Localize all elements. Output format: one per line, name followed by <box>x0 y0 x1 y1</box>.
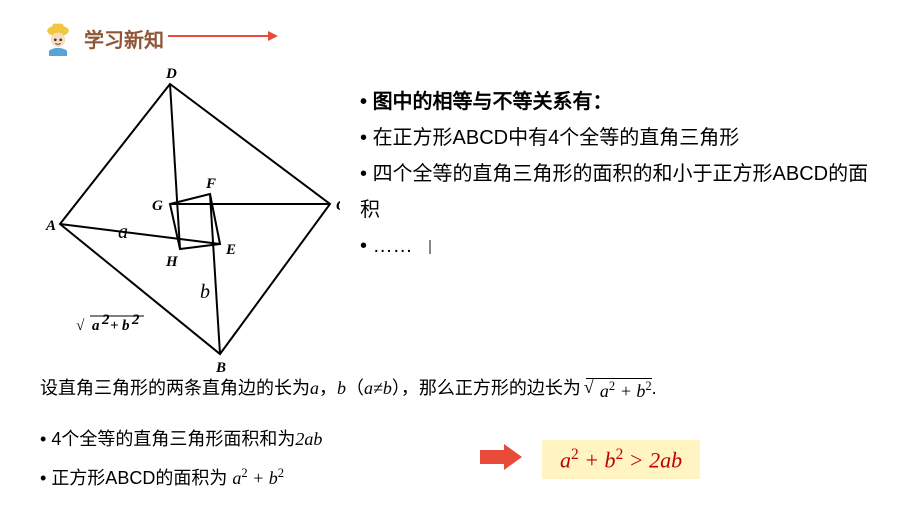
bullet-list: 图中的相等与不等关系有： 在正方形ABCD中有4个全等的直角三角形 四个全等的直… <box>360 64 880 264</box>
inequality-highlight: a2 + b2 > 2ab <box>542 440 700 479</box>
sub-bullet-2: 正方形ABCD的面积为 a2 + b2 <box>40 459 460 499</box>
conclusion-left: 4个全等的直角三角形面积和为2ab 正方形ABCD的面积为 a2 + b2 <box>40 420 460 499</box>
svg-text:2: 2 <box>131 312 140 328</box>
side-a-label: a <box>118 221 128 243</box>
implies-arrow-icon <box>478 442 524 477</box>
top-row: A B C D E F G H a b √ a 2 + b 2 图中的相等与不等… <box>40 64 880 364</box>
label-D: D <box>165 66 177 82</box>
label-H: H <box>165 254 179 270</box>
text-cursor <box>429 240 431 254</box>
svg-text:b: b <box>122 318 130 334</box>
label-F: F <box>205 176 216 192</box>
side-b-label: b <box>200 281 210 303</box>
conclusion-row: 4个全等的直角三角形面积和为2ab 正方形ABCD的面积为 a2 + b2 a2… <box>40 420 880 499</box>
svg-text:2: 2 <box>101 312 110 328</box>
label-B: B <box>215 360 226 376</box>
geometry-diagram: A B C D E F G H a b √ a 2 + b 2 <box>40 64 340 364</box>
arrow-right-icon <box>168 29 278 48</box>
bullet-main: 图中的相等与不等关系有： <box>360 84 880 120</box>
bullet-3: …… <box>360 228 880 264</box>
svg-text:√: √ <box>76 318 85 334</box>
label-G: G <box>152 198 163 214</box>
bullet-1: 在正方形ABCD中有4个全等的直角三角形 <box>360 120 880 156</box>
bullet-2: 四个全等的直角三角形的面积的和小于正方形ABCD的面积 <box>360 156 880 228</box>
label-E: E <box>225 242 236 258</box>
section-title: 学习新知 <box>84 24 164 53</box>
label-A: A <box>45 218 56 234</box>
svg-text:a: a <box>92 318 100 334</box>
label-C: C <box>336 198 340 214</box>
sub-bullet-1: 4个全等的直角三角形面积和为2ab <box>40 420 460 460</box>
student-icon <box>40 20 76 56</box>
svg-text:+: + <box>110 318 119 334</box>
bottom-section: 设直角三角形的两条直角边的长为a，b（a≠b），那么正方形的边长为 a2 + b… <box>40 374 880 499</box>
section-header: 学习新知 <box>40 20 880 56</box>
